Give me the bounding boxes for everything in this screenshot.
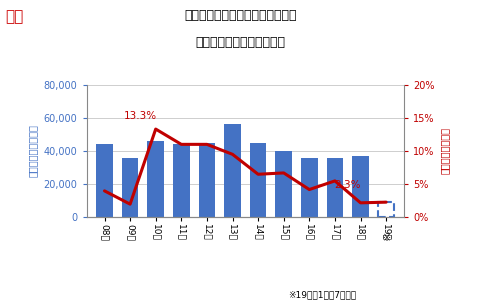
- Bar: [96, 144, 113, 217]
- Y-axis label: 発売戸数（戸／年）: 発売戸数（戸／年）: [28, 124, 38, 178]
- Bar: [173, 144, 189, 217]
- Text: ※19年は1月～7月まで: ※19年は1月～7月まで: [288, 290, 356, 299]
- Text: 13.3%: 13.3%: [123, 111, 156, 121]
- Bar: [300, 158, 317, 217]
- Bar: [198, 143, 215, 217]
- Bar: [249, 143, 266, 217]
- Text: マ！: マ！: [5, 9, 23, 24]
- Bar: [121, 158, 138, 217]
- Bar: [351, 156, 368, 217]
- Text: 年間発売戸数と即日完売率の推移: 年間発売戸数と即日完売率の推移: [184, 9, 296, 22]
- Bar: [377, 202, 394, 217]
- Bar: [326, 158, 343, 217]
- Text: （首都圏新築マンション）: （首都圏新築マンション）: [195, 36, 285, 49]
- Bar: [275, 151, 291, 217]
- Y-axis label: 即日完売率（％）: 即日完売率（％）: [439, 127, 449, 175]
- Text: ※: ※: [381, 233, 389, 243]
- Text: 2.3%: 2.3%: [334, 180, 360, 190]
- Bar: [224, 124, 240, 217]
- Bar: [147, 141, 164, 217]
